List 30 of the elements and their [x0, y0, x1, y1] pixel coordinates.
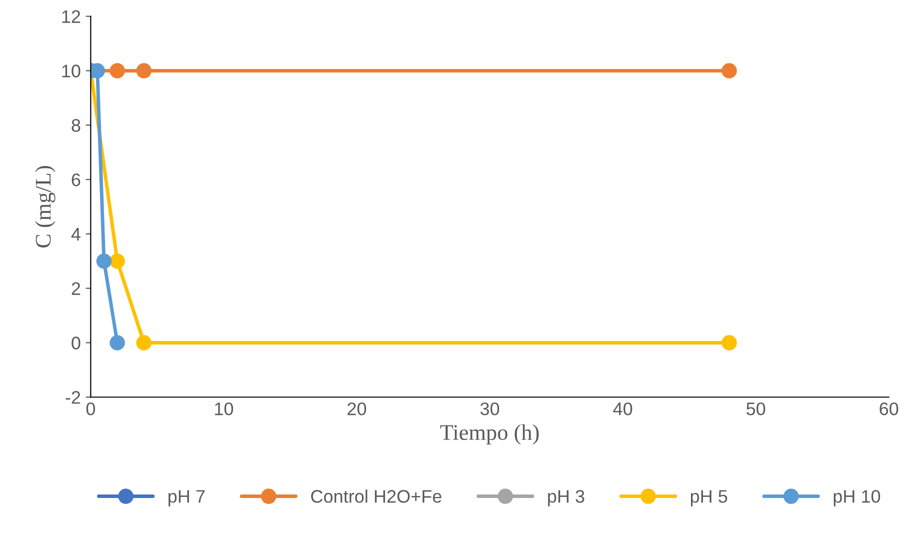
point — [722, 335, 737, 350]
x-tick-label: 20 — [348, 402, 366, 416]
x-tick-label: 40 — [613, 402, 632, 416]
legend-label: pH 7 — [168, 490, 205, 506]
point — [136, 335, 152, 350]
x-tick-label: 50 — [746, 402, 766, 416]
y-axis-title: C (mg/L) — [35, 166, 56, 248]
x-tick-label: 10 — [215, 402, 234, 416]
legend-label: pH 10 — [834, 490, 880, 506]
x-tick-label: 30 — [480, 402, 500, 416]
y-tick-label: -2 — [66, 391, 80, 404]
legend-label: pH 5 — [690, 490, 728, 506]
legend-label: pH 3 — [548, 490, 584, 506]
point — [722, 63, 737, 78]
point — [136, 63, 152, 78]
y-tick-label: 0 — [72, 336, 80, 350]
x-tick-label: 60 — [880, 402, 898, 416]
point — [96, 253, 112, 269]
y-tick-label: 8 — [72, 119, 80, 132]
y-tick-label: 6 — [72, 173, 80, 186]
point — [110, 253, 125, 269]
y-tick-label: 4 — [71, 228, 80, 240]
y-tick-label: 2 — [72, 282, 80, 295]
x-axis-title: Tiempo (h) — [440, 424, 539, 445]
x-tick-label: 0 — [86, 402, 96, 416]
y-tick-label: 12 — [62, 10, 80, 23]
legend-label: Control H2O+Fe — [311, 490, 442, 503]
point — [110, 335, 125, 350]
y-tick-label: 10 — [62, 64, 80, 78]
point — [110, 63, 125, 78]
